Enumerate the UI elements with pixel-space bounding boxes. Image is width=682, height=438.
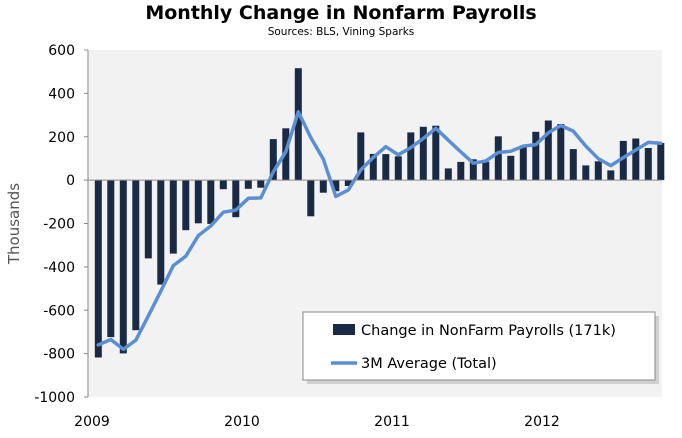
bar (557, 124, 565, 181)
bar (532, 131, 540, 181)
y-tick-label: -400 (43, 260, 75, 276)
bar (444, 168, 452, 181)
bar (157, 180, 165, 285)
y-tick-label: -600 (43, 303, 75, 319)
bar (269, 139, 277, 181)
x-tick-labels: 2009 2010 2011 2012 (74, 414, 560, 430)
bar (407, 132, 415, 181)
bar (294, 68, 302, 181)
x-tick-label: 2011 (374, 414, 410, 430)
bar (482, 161, 490, 181)
bar (469, 159, 477, 181)
legend-line-label: 3M Average (Total) (361, 356, 497, 372)
bar (607, 170, 615, 181)
bar (394, 156, 402, 181)
bar (319, 180, 327, 193)
bar (544, 120, 552, 181)
bar (569, 149, 577, 181)
bar (219, 180, 227, 190)
bar (182, 180, 190, 231)
bar (632, 138, 640, 181)
bar (369, 153, 377, 181)
bar (507, 155, 515, 181)
y-tick-label: 400 (48, 86, 75, 102)
y-tick-label: 0 (66, 173, 75, 189)
bar (619, 140, 627, 181)
bar (644, 148, 652, 181)
legend-bar-label: Change in NonFarm Payrolls (171k) (361, 323, 616, 339)
bar (382, 154, 390, 181)
bar (657, 143, 665, 181)
bar-series (94, 68, 665, 358)
bar (107, 180, 115, 338)
y-axis-label: Thousands (5, 183, 23, 265)
bar (519, 146, 527, 181)
bar (307, 180, 315, 217)
bar (94, 180, 102, 358)
bar (457, 161, 465, 181)
bar (207, 180, 215, 224)
bar (232, 180, 240, 218)
chart-title: Monthly Change in Nonfarm Payrolls (145, 2, 537, 24)
y-tick-label: -1000 (34, 390, 75, 406)
chart-subtitle: Sources: BLS, Vining Sparks (267, 26, 415, 38)
bar (119, 180, 127, 354)
bar (257, 180, 265, 188)
bar (344, 180, 352, 186)
legend: Change in NonFarm Payrolls (171k) 3M Ave… (302, 311, 659, 384)
bar (332, 180, 340, 192)
x-tick-label: 2009 (74, 414, 110, 430)
bar (169, 180, 177, 254)
average-line (96, 110, 663, 352)
y-tick-labels: 600 400 200 0 -200 -400 -600 -800 -1000 (34, 43, 88, 406)
bar (132, 180, 140, 331)
x-tick-label: 2012 (524, 414, 560, 430)
bar (432, 125, 440, 181)
legend-box (302, 311, 656, 381)
y-tick-label: -200 (43, 217, 75, 233)
bar (494, 136, 502, 181)
y-tick-label: 600 (48, 43, 75, 59)
bar (144, 180, 152, 259)
x-tick-label: 2010 (224, 414, 260, 430)
legend-bar-swatch (333, 324, 355, 335)
bar (244, 180, 252, 189)
y-tick-label: 200 (48, 130, 75, 146)
bar (419, 126, 427, 181)
bar (194, 180, 202, 224)
bar (594, 161, 602, 181)
y-tick-label: -800 (43, 347, 75, 363)
bar (357, 132, 365, 181)
bar (582, 165, 590, 181)
